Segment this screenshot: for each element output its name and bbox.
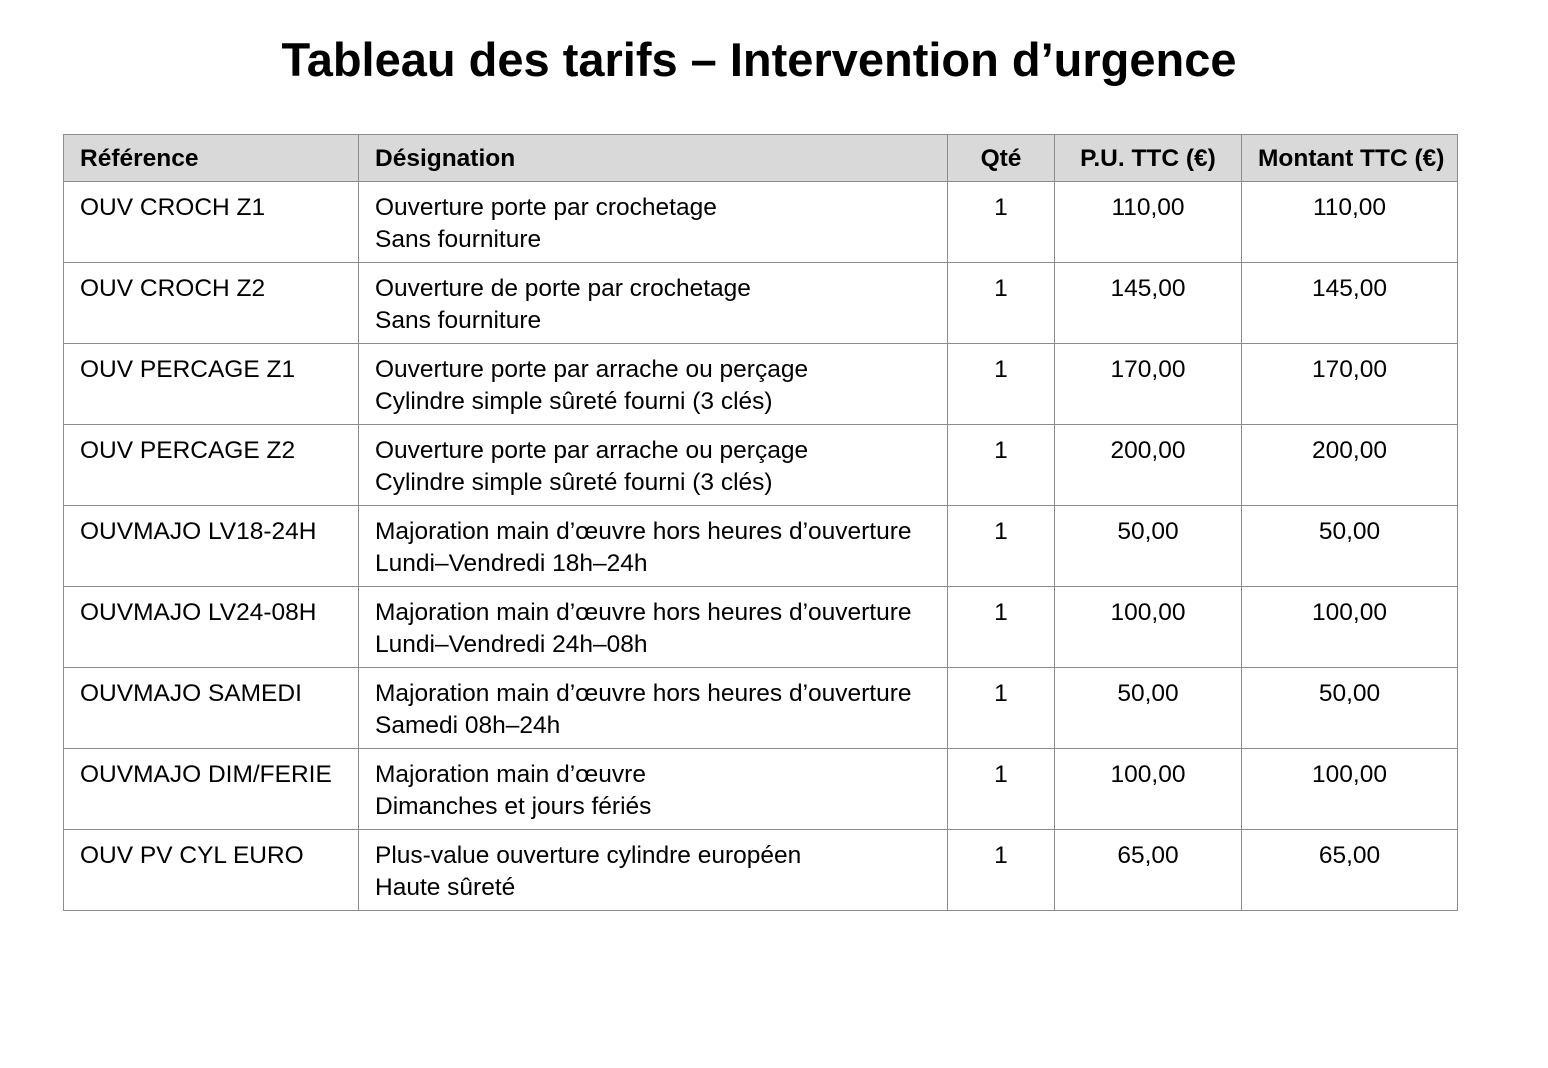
quantity: 1 bbox=[947, 262, 1055, 344]
tariff-table: Référence Désignation Qté P.U. TTC (€) Monta… bbox=[63, 134, 1458, 911]
designation-cell: Majoration main d’œuvre Dimanches et jour… bbox=[358, 748, 948, 830]
designation-cell: Majoration main d’œuvre hors heures d’ou… bbox=[358, 505, 948, 587]
table-row: OUVMAJO LV24-08H Majoration main d’œuvre … bbox=[63, 586, 1458, 668]
column-header: Montant TTC (€) bbox=[1241, 134, 1458, 182]
quantity: 1 bbox=[947, 181, 1055, 263]
amount: 100,00 bbox=[1241, 586, 1458, 668]
amount: 50,00 bbox=[1241, 505, 1458, 587]
reference: OUV CROCH Z2 bbox=[63, 262, 359, 344]
quantity: 1 bbox=[947, 505, 1055, 587]
unit-price: 100,00 bbox=[1054, 748, 1242, 830]
designation-line: Ouverture porte par arrache ou perçage bbox=[375, 356, 809, 383]
designation-line: Cylindre simple sûreté fourni (3 clés) bbox=[375, 469, 773, 496]
designation-line: Ouverture porte par arrache ou perçage bbox=[375, 437, 809, 464]
amount: 110,00 bbox=[1241, 181, 1458, 263]
table-row: OUVMAJO SAMEDI Majoration main d’œuvre ho… bbox=[63, 667, 1458, 749]
designation-line: Ouverture porte par crochetage bbox=[375, 194, 717, 221]
amount: 200,00 bbox=[1241, 424, 1458, 506]
designation-cell: Ouverture porte par arrache ou perçage Cy… bbox=[358, 424, 948, 506]
amount: 170,00 bbox=[1241, 343, 1458, 425]
table-row: OUV CROCH Z1 Ouverture porte par crocheta… bbox=[63, 181, 1458, 263]
amount: 65,00 bbox=[1241, 829, 1458, 911]
table-row: OUV PERCAGE Z2 Ouverture porte par arrach… bbox=[63, 424, 1458, 506]
designation-line: Majoration main d’œuvre hors heures d’ou… bbox=[375, 599, 912, 626]
reference: OUV PERCAGE Z2 bbox=[63, 424, 359, 506]
designation-cell: Ouverture de porte par crochetage Sans fo… bbox=[358, 262, 948, 344]
quantity: 1 bbox=[947, 667, 1055, 749]
table-row: OUV PV CYL EURO Plus-value ouverture cyli… bbox=[63, 829, 1458, 911]
amount: 100,00 bbox=[1241, 748, 1458, 830]
amount: 50,00 bbox=[1241, 667, 1458, 749]
designation-line: Sans fourniture bbox=[375, 226, 542, 253]
quantity: 1 bbox=[947, 586, 1055, 668]
designation-line: Majoration main d’œuvre hors heures d’ou… bbox=[375, 518, 912, 545]
column-header: Référence bbox=[63, 134, 359, 182]
quantity: 1 bbox=[947, 424, 1055, 506]
table-row: OUVMAJO DIM/FERIE Majoration main d’œuvre… bbox=[63, 748, 1458, 830]
table-row: OUV PERCAGE Z1 Ouverture porte par arrach… bbox=[63, 343, 1458, 425]
column-header: Qté bbox=[947, 134, 1055, 182]
designation-line: Ouverture de porte par crochetage bbox=[375, 275, 751, 302]
reference: OUVMAJO SAMEDI bbox=[63, 667, 359, 749]
reference: OUVMAJO LV24-08H bbox=[63, 586, 359, 668]
designation-line: Haute sûreté bbox=[375, 874, 516, 901]
designation-line: Majoration main d’œuvre hors heures d’ou… bbox=[375, 680, 912, 707]
column-header: Désignation bbox=[358, 134, 948, 182]
designation-line: Lundi–Vendredi 18h–24h bbox=[375, 550, 648, 577]
designation-cell: Majoration main d’œuvre hors heures d’ou… bbox=[358, 667, 948, 749]
quantity: 1 bbox=[947, 343, 1055, 425]
unit-price: 145,00 bbox=[1054, 262, 1242, 344]
designation-line: Samedi 08h–24h bbox=[375, 712, 561, 739]
reference: OUVMAJO LV18-24H bbox=[63, 505, 359, 587]
quantity: 1 bbox=[947, 829, 1055, 911]
designation-line: Cylindre simple sûreté fourni (3 clés) bbox=[375, 388, 773, 415]
designation-line: Plus-value ouverture cylindre européen bbox=[375, 842, 802, 869]
quantity: 1 bbox=[947, 748, 1055, 830]
unit-price: 65,00 bbox=[1054, 829, 1242, 911]
reference: OUV PERCAGE Z1 bbox=[63, 343, 359, 425]
column-header: P.U. TTC (€) bbox=[1054, 134, 1242, 182]
designation-line: Lundi–Vendredi 24h–08h bbox=[375, 631, 648, 658]
unit-price: 170,00 bbox=[1054, 343, 1242, 425]
unit-price: 110,00 bbox=[1054, 181, 1242, 263]
designation-line: Sans fourniture bbox=[375, 307, 542, 334]
unit-price: 200,00 bbox=[1054, 424, 1242, 506]
reference: OUV CROCH Z1 bbox=[63, 181, 359, 263]
designation-cell: Ouverture porte par crochetage Sans fourn… bbox=[358, 181, 948, 263]
unit-price: 50,00 bbox=[1054, 505, 1242, 587]
reference: OUVMAJO DIM/FERIE bbox=[63, 748, 359, 830]
reference: OUV PV CYL EURO bbox=[63, 829, 359, 911]
designation-cell: Majoration main d’œuvre hors heures d’ou… bbox=[358, 586, 948, 668]
title: Tableau des tarifs – Intervention d’urge… bbox=[281, 33, 1237, 86]
header-row: Référence Désignation Qté P.U. TTC (€) Monta… bbox=[63, 134, 1458, 182]
unit-price: 50,00 bbox=[1054, 667, 1242, 749]
table-row: OUVMAJO LV18-24H Majoration main d’œuvre … bbox=[63, 505, 1458, 587]
amount: 145,00 bbox=[1241, 262, 1458, 344]
table-body: OUV CROCH Z1 Ouverture porte par crocheta… bbox=[63, 181, 1458, 911]
unit-price: 100,00 bbox=[1054, 586, 1242, 668]
designation-cell: Ouverture porte par arrache ou perçage Cy… bbox=[358, 343, 948, 425]
designation-line: Majoration main d’œuvre bbox=[375, 761, 646, 788]
table-row: OUV CROCH Z2 Ouverture de porte par croch… bbox=[63, 262, 1458, 344]
designation-line: Dimanches et jours fériés bbox=[375, 793, 652, 820]
designation-cell: Plus-value ouverture cylindre européen Ha… bbox=[358, 829, 948, 911]
